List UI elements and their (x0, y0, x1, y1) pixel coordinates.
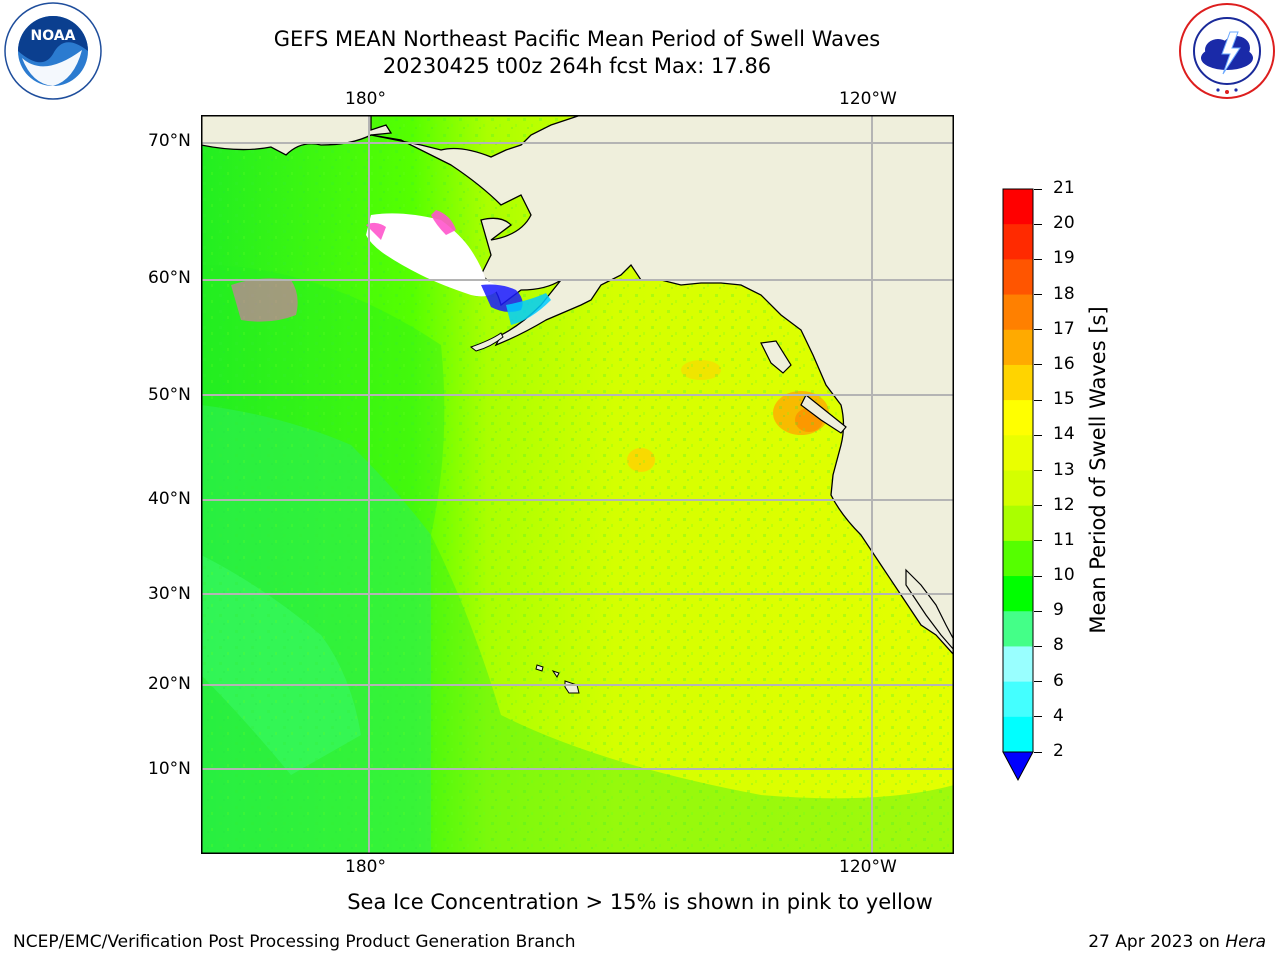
swell-period-map (200, 114, 955, 854)
colorbar-swatch (1003, 646, 1033, 683)
nws-logo (1178, 2, 1276, 100)
map-panel (200, 114, 955, 854)
footer-host: Hera (1225, 932, 1266, 952)
graticule (201, 115, 954, 854)
colorbar-tick-label: 15 (1053, 389, 1075, 410)
colorbar-tick-label: 12 (1053, 494, 1075, 515)
land-aleutians (469, 332, 504, 352)
colorbar-tick-label: 6 (1053, 670, 1064, 691)
colorbar-swatches (1002, 188, 1034, 782)
colorbar-tick-label: 11 (1053, 529, 1075, 550)
colorbar-tick-label: 20 (1053, 213, 1075, 234)
noaa-logo-text: NOAA (31, 28, 76, 44)
colorbar-swatch (1003, 224, 1033, 260)
lat-label-60n: 60°N (148, 268, 191, 288)
colorbar-tick-mark (1034, 505, 1042, 507)
colorbar-swatch (1003, 294, 1033, 331)
colorbar-swatch (1003, 364, 1033, 401)
colorbar-tick-mark (1034, 258, 1042, 260)
colorbar-tick-label: 19 (1053, 248, 1075, 269)
colorbar-label: Mean Period of Swell Waves [s] (1086, 306, 1110, 634)
colorbar-tick-mark (1034, 364, 1042, 366)
map-subtitle: 20230425 t00z 264h fcst Max: 17.86 (382, 54, 772, 78)
colorbar-tick-label: 8 (1053, 635, 1064, 656)
colorbar-swatch (1003, 505, 1033, 542)
sea-ice-note: Sea Ice Concentration > 15% is shown in … (347, 890, 933, 914)
colorbar-tick-mark (1034, 575, 1042, 577)
colorbar-swatch (1003, 259, 1033, 296)
colorbar-swatch (1003, 576, 1033, 612)
colorbar-tick-label: 18 (1053, 283, 1075, 304)
colorbar-swatch (1003, 329, 1033, 366)
land-north-america (370, 114, 955, 657)
footer-date-text: 27 Apr 2023 on (1088, 932, 1226, 952)
colorbar-tick-label: 2 (1053, 741, 1064, 761)
land-vancouver-island (800, 394, 847, 434)
colorbar-tick-mark (1034, 434, 1042, 436)
lat-label-40n: 40°N (148, 489, 191, 509)
colorbar-tick-mark (1034, 610, 1042, 612)
map-frame (201, 115, 954, 854)
lat-label-20n: 20°N (148, 674, 191, 694)
colorbar-tick-mark (1034, 294, 1042, 296)
lon-label-top-120w: 120°W (839, 89, 897, 109)
lat-label-10n: 10°N (148, 759, 191, 779)
colorbar-tick-mark (1034, 188, 1042, 190)
footer-credit: NCEP/EMC/Verification Post Processing Pr… (13, 932, 576, 952)
colorbar-tick-label: 17 (1053, 318, 1075, 339)
colorbar-tick-mark (1034, 470, 1042, 471)
colorbar-extend-arrow (1002, 751, 1034, 782)
colorbar-swatch (1003, 189, 1033, 225)
ice-edge-pink-2 (431, 210, 456, 235)
colorbar-tick-label: 10 (1053, 565, 1075, 586)
colorbar-tick-label: 9 (1053, 600, 1064, 621)
colorbar-tick-label: 13 (1053, 459, 1075, 480)
colorbar-tick-mark (1034, 399, 1042, 401)
colorbar-swatch (1003, 681, 1033, 718)
colorbar-tick-mark (1034, 329, 1042, 331)
colorbar-swatch (1003, 470, 1033, 507)
colorbar-tick-label: 16 (1053, 353, 1075, 374)
colorbar-tick-mark (1034, 716, 1042, 718)
colorbar-swatch (1003, 611, 1033, 647)
colorbar (1002, 188, 1034, 783)
colorbar-swatch (1003, 540, 1033, 577)
colorbar-swatch (1003, 435, 1033, 471)
footer-date: 27 Apr 2023 on Hera (1088, 932, 1266, 952)
colorbar-tick-label: 21 (1053, 178, 1075, 198)
colorbar-tick-label: 4 (1053, 705, 1064, 726)
land-haida-gwaii (760, 340, 792, 374)
colorbar-tick-mark (1034, 223, 1042, 225)
colorbar-tick-mark (1034, 645, 1042, 647)
colorbar-tick-mark (1034, 540, 1042, 542)
lat-label-50n: 50°N (148, 385, 191, 405)
lon-label-top-180: 180° (345, 89, 386, 109)
sea-ice-bering (366, 213, 501, 297)
noaa-logo: NOAA (4, 2, 102, 100)
colorbar-frame (1002, 188, 1034, 753)
ice-edge-cyan (506, 293, 551, 325)
ice-edge-siberia (231, 278, 298, 322)
lon-label-bottom-180: 180° (345, 857, 386, 877)
lat-label-30n: 30°N (148, 584, 191, 604)
colorbar-swatch (1003, 716, 1033, 753)
map-title: GEFS MEAN Northeast Pacific Mean Period … (273, 27, 881, 51)
ice-edge-pink (366, 222, 386, 240)
colorbar-swatch (1003, 400, 1033, 436)
colorbar-tick-mark (1034, 751, 1042, 753)
colorbar-tick-label: 14 (1053, 424, 1075, 445)
colorbar-tick-mark (1034, 681, 1042, 683)
lat-label-70n: 70°N (148, 131, 191, 151)
lon-label-bottom-120w: 120°W (839, 857, 897, 877)
